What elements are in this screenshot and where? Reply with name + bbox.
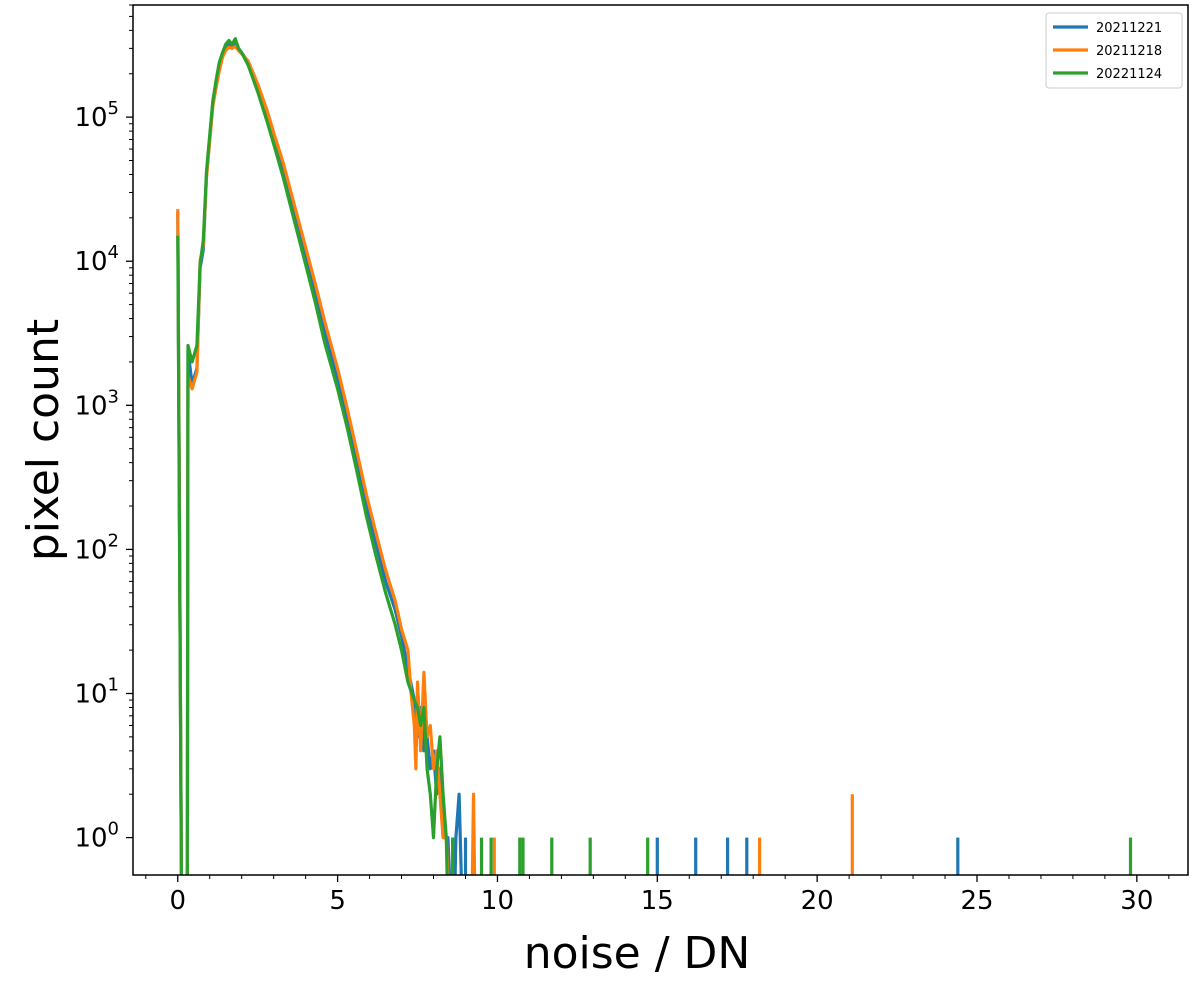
y-tick-label: 105	[74, 98, 119, 133]
x-tick-label: 30	[1120, 886, 1153, 916]
legend-label: 20211218	[1096, 44, 1162, 59]
x-axis-label: noise / DN	[524, 928, 751, 979]
y-tick-label: 104	[74, 242, 119, 277]
y-axis: 100 101 102 103 104 105	[74, 4, 133, 854]
series-line-20211218	[176, 44, 477, 875]
series-line-20221124	[176, 37, 449, 875]
x-tick-label: 25	[960, 886, 993, 916]
x-axis: 0 5 10 15 20 25 30	[145, 875, 1170, 916]
x-tick-label: 0	[169, 886, 186, 916]
series-line-20211221	[176, 40, 463, 875]
legend-label: 20211221	[1096, 21, 1162, 36]
plot-frame	[132, 4, 1189, 876]
series-layer	[176, 37, 1133, 875]
y-tick-label: 101	[74, 674, 119, 709]
y-axis-label: pixel count	[18, 319, 69, 561]
x-tick-label: 5	[329, 886, 346, 916]
legend: 20211221 20211218 20221124	[1045, 12, 1183, 89]
legend-label: 20221124	[1096, 67, 1162, 82]
x-tick-label: 20	[801, 886, 834, 916]
x-tick-label: 15	[641, 886, 674, 916]
y-tick-label: 100	[74, 819, 119, 854]
y-tick-label: 103	[74, 386, 119, 421]
y-tick-label: 102	[74, 530, 119, 565]
legend-box	[1045, 12, 1183, 89]
x-tick-label: 10	[481, 886, 514, 916]
